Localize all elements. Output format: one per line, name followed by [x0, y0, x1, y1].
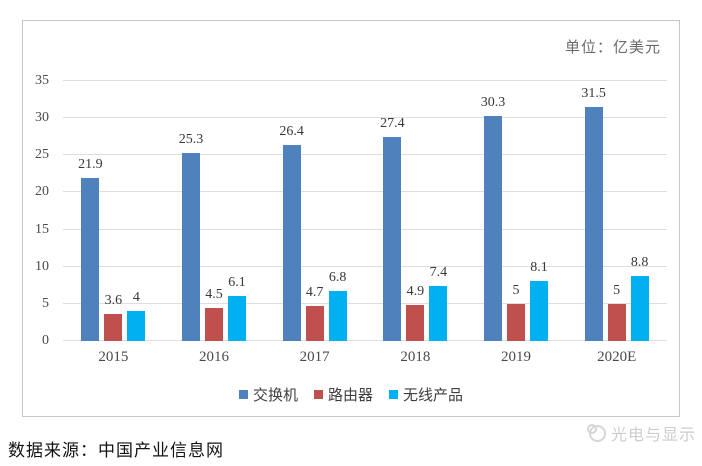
chart-frame: 单位：亿美元 0 5 10 15 20 25 30 35 21.9 3.6 4 25.3 4.5 6.1… [22, 20, 680, 417]
y-axis-tick-label: 0 [42, 333, 49, 348]
bar-交换机-2018 [383, 137, 402, 341]
gridline [63, 117, 667, 119]
x-axis-tick-label: 2017 [299, 349, 330, 365]
gridline [63, 191, 667, 193]
bar-无线产品-2018 [429, 286, 448, 341]
value-label-无线产品-2017: 6.8 [328, 269, 347, 285]
y-axis-tick-label: 35 [35, 73, 49, 88]
legend: 交换机 路由器 无线产品 [23, 384, 679, 405]
bar-路由器-2019 [507, 303, 525, 341]
value-label-无线产品-2019: 8.1 [530, 259, 548, 275]
value-label-交换机-2019: 30.3 [480, 94, 506, 110]
x-axis-tick-label: 2015 [98, 349, 129, 365]
value-label-路由器-2019: 5 [512, 282, 520, 298]
bar-无线产品-2019 [530, 280, 548, 341]
y-axis-tick-label: 15 [35, 221, 49, 237]
legend-label: 交换机 [252, 388, 298, 404]
unit-label: 单位：亿美元 [564, 40, 661, 56]
value-label-路由器-2018: 4.9 [406, 283, 425, 299]
bar-无线产品-2016 [228, 295, 246, 341]
y-axis-tick-label: 20 [35, 184, 49, 200]
legend-item-交换机: 交换机 [238, 384, 298, 405]
source-caption: 数据来源：中国产业信息网 [8, 441, 224, 460]
y-axis-tick-label: 5 [42, 295, 49, 311]
value-label-交换机-2015: 21.9 [78, 157, 103, 173]
bar-交换机-2016 [182, 153, 200, 341]
gridline [63, 265, 667, 267]
legend-label: 无线产品 [403, 388, 464, 404]
bar-无线产品-2015 [127, 311, 146, 341]
watermark-text: 光电与显示 [610, 427, 696, 444]
bar-交换机-2017 [282, 144, 301, 341]
gridline [63, 340, 667, 341]
bar-无线产品-2020E [630, 275, 649, 341]
x-axis-tick-label: 2020E [597, 349, 637, 365]
y-axis-tick-label: 25 [35, 147, 49, 163]
x-axis-tick-label: 2018 [400, 349, 431, 365]
gridline [63, 154, 667, 156]
legend-swatch-icon [238, 390, 248, 399]
value-label-交换机-2016: 25.3 [178, 132, 204, 148]
plot-area: 21.9 3.6 4 25.3 4.5 6.1 26.4 4.7 6.8 27.4 4.9 7.4 30… [63, 80, 667, 341]
bar-路由器-2020E [607, 303, 626, 341]
gridline [63, 228, 667, 230]
value-label-路由器-2017: 4.7 [305, 285, 324, 301]
x-axis-tick-label: 2019 [501, 349, 531, 365]
value-label-无线产品-2018: 7.4 [429, 265, 448, 281]
value-label-路由器-2020E: 5 [613, 282, 621, 298]
bar-交换机-2015 [81, 178, 100, 341]
value-label-交换机-2018: 27.4 [380, 116, 405, 132]
gridline [63, 80, 667, 81]
value-label-无线产品-2020E: 8.8 [630, 254, 649, 270]
bar-路由器-2016 [205, 307, 223, 341]
value-label-无线产品-2015: 4 [132, 290, 140, 306]
y-axis-tick-label: 10 [35, 258, 49, 274]
watermark-logo-icon [586, 423, 606, 442]
value-label-交换机-2017: 26.4 [279, 123, 304, 139]
legend-swatch-icon [313, 390, 323, 399]
x-axis-labels: 2015 2016 2017 2018 2019 2020E [63, 349, 667, 369]
value-label-交换机-2020E: 31.5 [581, 86, 606, 101]
legend-label: 路由器 [327, 388, 373, 404]
bar-交换机-2019 [484, 115, 502, 341]
y-axis-labels: 0 5 10 15 20 25 30 35 [25, 73, 55, 348]
value-label-路由器-2015: 3.6 [104, 293, 123, 309]
legend-item-路由器: 路由器 [313, 384, 373, 405]
bar-路由器-2018 [406, 304, 425, 341]
value-label-无线产品-2016: 6.1 [228, 274, 246, 290]
bar-交换机-2020E [584, 107, 603, 341]
legend-swatch-icon [389, 390, 398, 399]
gridline [63, 302, 667, 304]
bar-路由器-2015 [104, 314, 123, 341]
bar-路由器-2017 [305, 306, 324, 341]
legend-item-无线产品: 无线产品 [389, 384, 463, 405]
watermark: 光电与显示 [586, 421, 696, 445]
value-label-路由器-2016: 4.5 [205, 286, 223, 302]
bar-无线产品-2017 [328, 290, 347, 341]
x-axis-tick-label: 2016 [199, 349, 229, 365]
y-axis-tick-label: 30 [35, 110, 49, 126]
